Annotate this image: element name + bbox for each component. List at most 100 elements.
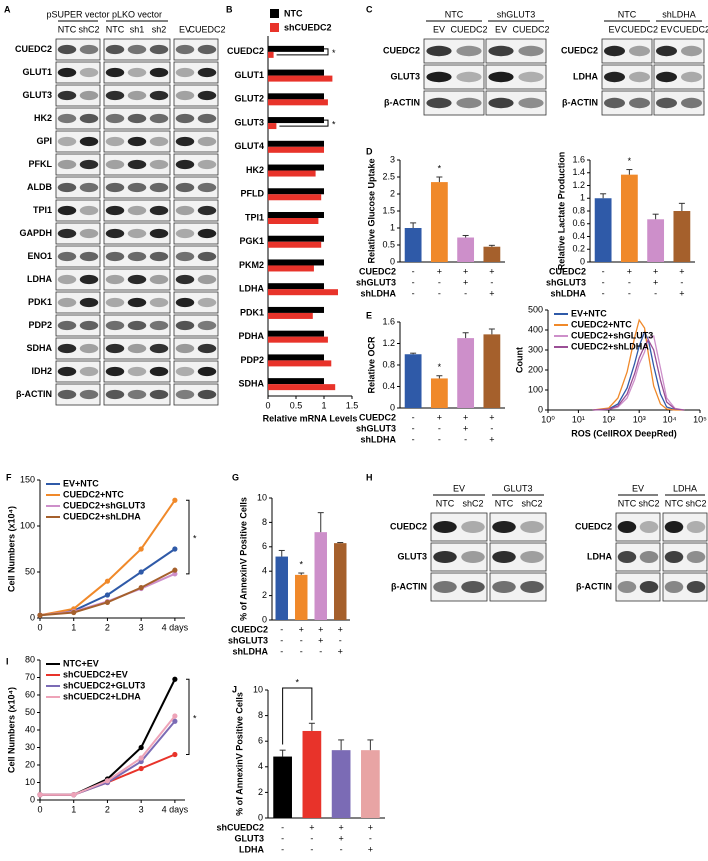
- condition-sign: -: [340, 844, 343, 854]
- panel-label: H: [366, 472, 373, 482]
- band: [57, 44, 77, 55]
- lane-label: shC2: [638, 498, 659, 508]
- series-line: [592, 318, 685, 411]
- point: [172, 567, 178, 573]
- band: [456, 45, 482, 57]
- condition-sign: -: [490, 423, 493, 433]
- band: [105, 389, 125, 400]
- band: [197, 67, 217, 78]
- lane-label: NTC: [106, 24, 125, 34]
- category-label: PDP2: [240, 355, 264, 365]
- band: [681, 71, 702, 83]
- condition-label: shCUEDC2: [216, 822, 264, 832]
- y-tick-label: 0: [538, 404, 543, 414]
- row-label: PDK1: [28, 297, 52, 307]
- y-tick-label: 0: [580, 256, 585, 266]
- y-axis-label: Count: [514, 347, 524, 373]
- category-label: PKM2: [239, 260, 264, 270]
- band: [149, 90, 169, 101]
- band: [79, 136, 99, 147]
- group-label: shLDHA: [662, 9, 696, 19]
- blot-frame: [55, 84, 101, 107]
- condition-sign: -: [412, 288, 415, 298]
- point: [104, 778, 111, 784]
- y-tick-label: 6: [262, 541, 267, 551]
- y-tick-label: 0: [30, 794, 35, 804]
- band: [57, 297, 77, 308]
- x-tick-label: 4 days: [162, 804, 189, 814]
- condition-sign: -: [602, 288, 605, 298]
- row-label: SDHA: [26, 343, 52, 353]
- condition-label: CUEDC2: [549, 266, 586, 276]
- lane-label: shC2: [462, 498, 483, 508]
- blot-frame: [173, 107, 219, 130]
- lane-label: EV: [495, 24, 507, 34]
- row-label: GLUT1: [22, 67, 52, 77]
- bracket: [186, 499, 190, 575]
- bar: [268, 212, 324, 218]
- band: [149, 274, 169, 285]
- condition-label: shGLUT3: [356, 277, 396, 287]
- bar: [295, 574, 308, 620]
- bar: [268, 170, 316, 177]
- blot-frame: [103, 84, 171, 107]
- bar: [647, 219, 665, 262]
- condition-label: GLUT3: [234, 833, 264, 843]
- band: [57, 320, 77, 331]
- condition-sign: +: [437, 266, 442, 276]
- x-tick-label: 4 days: [162, 622, 189, 632]
- band: [686, 551, 706, 563]
- y-tick-label: 2: [258, 787, 263, 797]
- y-tick-label: 1.2: [382, 338, 395, 348]
- condition-sign: -: [339, 635, 342, 645]
- band: [656, 71, 677, 83]
- y-axis-label: Relative Lactate Production: [556, 152, 566, 271]
- category-label: PGK1: [239, 236, 264, 246]
- band: [197, 205, 217, 216]
- band: [197, 136, 217, 147]
- legend-label: CUEDC2+shLDHA: [63, 511, 141, 521]
- condition-sign: -: [300, 635, 303, 645]
- condition-sign: -: [602, 266, 605, 276]
- condition-label: shGLUT3: [546, 277, 586, 287]
- band: [79, 113, 99, 124]
- condition-sign: +: [653, 277, 658, 287]
- lane-label: EV: [660, 24, 672, 34]
- point: [138, 546, 144, 552]
- bar: [594, 198, 612, 262]
- blot-frame: [173, 38, 219, 61]
- band: [127, 136, 147, 147]
- band: [149, 343, 169, 354]
- blot-frame: [173, 153, 219, 176]
- band: [197, 297, 217, 308]
- band: [433, 581, 457, 593]
- blot-frame: [55, 107, 101, 130]
- band: [149, 113, 169, 124]
- band: [175, 136, 195, 147]
- y-axis-label: Cell Numbers (x10⁴): [6, 687, 16, 773]
- condition-sign: +: [437, 412, 442, 422]
- band: [127, 159, 147, 170]
- row-label: CUEDC2: [390, 521, 427, 531]
- y-tick-label: 4: [258, 761, 263, 771]
- band: [664, 551, 684, 563]
- point: [138, 569, 144, 575]
- band: [520, 521, 544, 533]
- annotation: *: [299, 559, 303, 569]
- y-tick-label: 0.6: [572, 218, 585, 228]
- band: [175, 205, 195, 216]
- lane-label: shC2: [78, 24, 99, 34]
- band: [57, 136, 77, 147]
- band: [105, 136, 125, 147]
- lane-label: CUEDC2: [621, 24, 658, 34]
- band: [149, 182, 169, 193]
- y-tick-label: 8: [258, 710, 263, 720]
- band: [127, 297, 147, 308]
- panel-label: E: [366, 310, 372, 320]
- y-tick-label: 4: [262, 566, 267, 576]
- condition-sign: -: [281, 833, 284, 843]
- condition-label: LDHA: [239, 844, 264, 854]
- band: [79, 182, 99, 193]
- y-tick-label: 1.6: [382, 316, 395, 326]
- band: [57, 274, 77, 285]
